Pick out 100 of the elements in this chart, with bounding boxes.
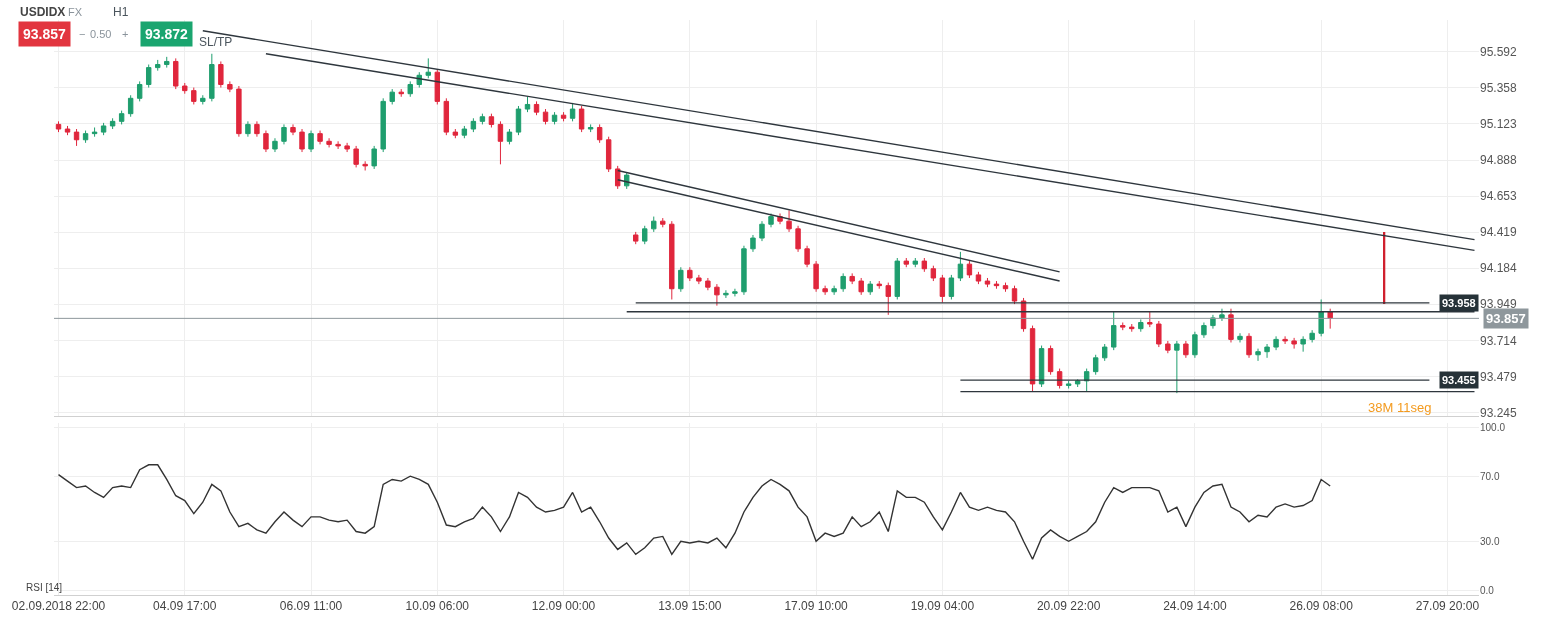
candlestick — [1201, 322, 1207, 339]
candlestick — [1011, 285, 1018, 305]
candlestick — [1156, 320, 1162, 348]
x-tick-label: 10.09 06:00 — [405, 599, 470, 614]
x-tick-label: 13.09 15:00 — [658, 599, 722, 614]
candlestick — [515, 105, 522, 136]
candlestick — [245, 120, 251, 138]
candlestick — [335, 140, 341, 150]
candlestick — [1237, 332, 1243, 343]
y-tick-label: 100.0 — [1480, 421, 1506, 433]
candlestick — [1246, 332, 1252, 359]
candlestick — [669, 220, 675, 300]
y-tick-label: 93.714 — [1480, 333, 1518, 348]
annotation: 93.872 — [145, 26, 189, 42]
candlestick — [434, 68, 441, 105]
candlestick — [479, 113, 486, 125]
annotation: − — [79, 28, 86, 40]
candlestick — [1102, 343, 1108, 362]
candlestick — [470, 117, 477, 133]
candlestick — [614, 165, 621, 190]
y-tick-label: 70.0 — [1480, 470, 1500, 482]
candlestick — [82, 130, 89, 144]
candlestick — [1138, 318, 1144, 333]
annotation: 93.857 — [23, 26, 67, 42]
candlestick — [64, 125, 71, 136]
line-series — [57, 464, 1331, 560]
candlestick — [506, 128, 513, 145]
annotation: + — [122, 28, 129, 40]
candlestick — [1309, 329, 1315, 343]
candlestick — [569, 102, 576, 122]
y-tick-label: 94.653 — [1480, 189, 1518, 204]
candlestick — [894, 257, 900, 300]
candlestick — [1002, 282, 1009, 293]
candlestick — [254, 120, 260, 138]
candlestick — [73, 128, 80, 147]
candlestick — [425, 57, 431, 79]
candlestick — [100, 122, 107, 136]
x-tick-label: 04.09 17:00 — [153, 599, 217, 614]
candlestick — [91, 126, 98, 138]
candlestick — [867, 280, 873, 296]
candlestick — [903, 257, 909, 268]
candlestick — [1111, 311, 1117, 351]
candlestick — [542, 108, 549, 125]
candlestick — [533, 100, 540, 116]
candlestick — [678, 266, 684, 293]
candlestick — [1273, 335, 1279, 351]
candlestick — [344, 142, 350, 153]
text: RSI [14] — [26, 582, 63, 593]
candlestick — [1228, 308, 1234, 343]
candlestick — [993, 280, 1000, 290]
y-tick-label: 0.0 — [1480, 584, 1495, 596]
candlestick — [1300, 335, 1306, 353]
annotation: SL/TP — [199, 35, 233, 49]
candlestick — [957, 251, 964, 282]
candlestick — [660, 217, 666, 228]
annotation: 93.455 — [1442, 374, 1476, 386]
candlestick — [155, 59, 161, 72]
x-tick-label: 02.09.2018 22:00 — [11, 599, 106, 614]
candlestick — [299, 128, 305, 153]
candlestick — [642, 225, 648, 245]
y-tick-label: 95.592 — [1480, 45, 1518, 60]
candlestick — [813, 260, 819, 293]
candlestick — [398, 88, 404, 98]
candlestick — [912, 257, 919, 268]
candlestick — [768, 212, 774, 228]
candlestick — [1219, 308, 1225, 322]
y-tick-label: 94.419 — [1480, 225, 1518, 240]
candlestick — [1047, 345, 1054, 376]
candlestick — [1147, 311, 1153, 328]
x-tick-label: 12.09 00:00 — [531, 599, 596, 614]
candlestick — [831, 285, 837, 296]
candlestick — [272, 137, 278, 153]
candlestick — [1165, 340, 1171, 354]
y-tick-label: 93.479 — [1480, 369, 1518, 384]
candlestick — [551, 111, 558, 125]
candlestick — [714, 283, 720, 307]
candlestick — [984, 277, 991, 288]
y-tick-label: 93.245 — [1480, 405, 1518, 420]
candlestick — [1255, 348, 1261, 362]
candlestick — [191, 87, 197, 105]
candlestick — [524, 96, 531, 113]
candlestick — [380, 97, 386, 153]
candlestick — [885, 282, 891, 316]
candlestick — [840, 272, 846, 293]
candlestick — [1174, 340, 1180, 394]
candlestick — [362, 160, 368, 171]
candlestick — [497, 120, 504, 165]
candlestick — [1029, 325, 1036, 393]
candlestick — [173, 57, 179, 90]
candlestick — [1192, 331, 1198, 359]
candlestick — [1065, 380, 1072, 390]
candlestick — [488, 113, 495, 128]
candlestick — [317, 130, 323, 145]
candlestick — [975, 271, 982, 285]
candlestick — [55, 120, 62, 133]
candlestick — [1092, 354, 1099, 376]
candlestick — [452, 128, 459, 139]
candlestick — [1291, 337, 1297, 350]
candlestick — [407, 80, 413, 98]
candlestick — [236, 85, 242, 138]
